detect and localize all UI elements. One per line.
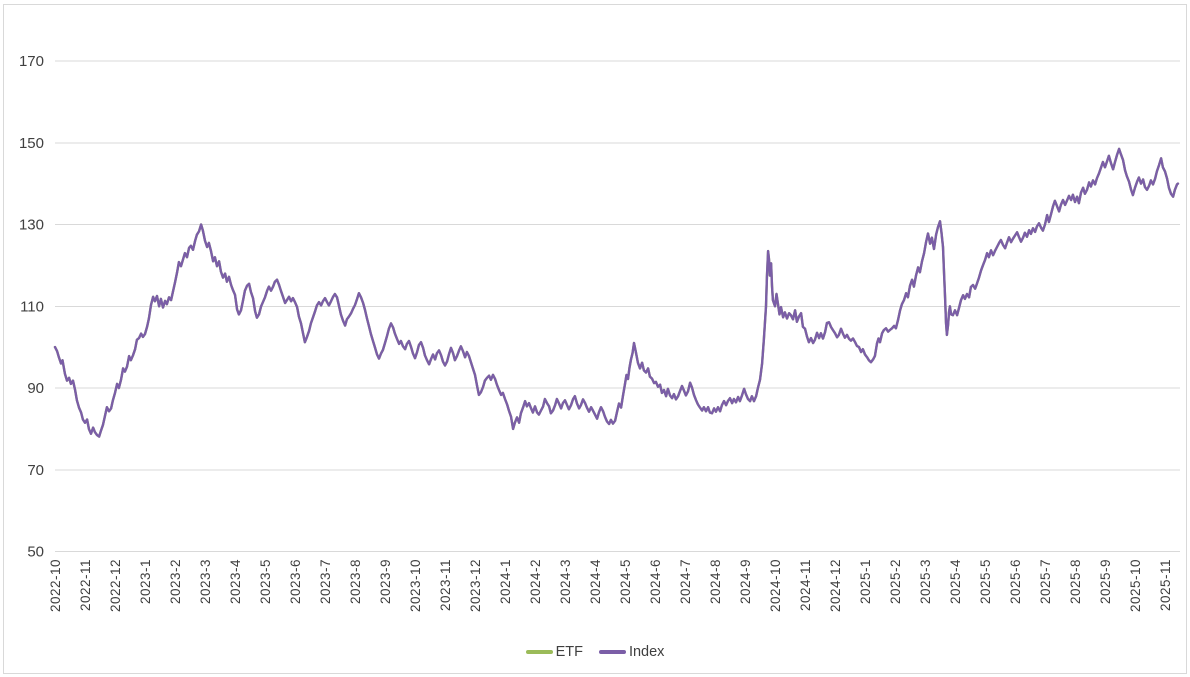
chart-area-border [3, 4, 1187, 674]
x-axis-tick-label: 2025-7 [1038, 559, 1053, 604]
x-axis-tick-label: 2025-1 [858, 559, 873, 604]
y-axis-tick-label: 90 [27, 380, 44, 397]
x-axis-tick-labels: 2022-10 2022-11 2022-12 2023-1 2023-2 2023-3 2… [48, 559, 1173, 612]
x-axis-tick-label: 2023-8 [348, 559, 363, 604]
x-axis-tick-label: 2025-10 [1128, 559, 1143, 612]
x-axis-tick-label: 2024-1 [498, 559, 513, 604]
x-axis-tick-label: 2023-4 [228, 559, 243, 604]
series-lines [53, 147, 1180, 438]
legend-item-etf: ETF [525, 644, 583, 660]
x-axis-tick-label: 2024-8 [708, 559, 723, 604]
x-axis-tick-label: 2024-5 [618, 559, 633, 604]
x-axis-tick-label: 2024-12 [828, 559, 843, 612]
etf-line-series [53, 147, 1180, 438]
x-axis-tick-label: 2023-7 [318, 559, 333, 604]
x-axis-tick-label: 2024-2 [528, 559, 543, 604]
y-axis-tick-label: 130 [19, 217, 44, 234]
x-axis-tick-label: 2024-10 [768, 559, 783, 612]
index-legend-label: Index [628, 644, 665, 660]
x-axis-tick-label: 2025-8 [1068, 559, 1083, 604]
x-axis-tick-label: 2023-5 [258, 559, 273, 604]
x-axis-tick-label: 2025-5 [978, 559, 993, 604]
x-axis-tick-label: 2025-11 [1158, 559, 1173, 611]
x-axis-tick-label: 2023-9 [378, 559, 393, 604]
x-axis-tick-label: 2023-3 [198, 559, 213, 604]
y-axis-tick-label: 70 [27, 462, 44, 479]
y-axis-tick-label: 170 [19, 53, 44, 70]
x-axis-tick-label: 2025-3 [918, 559, 933, 604]
x-axis-tick-label: 2024-11 [798, 559, 813, 611]
x-axis-tick-label: 2023-6 [288, 559, 303, 604]
x-axis-tick-label: 2025-2 [888, 559, 903, 604]
x-axis-tick-label: 2023-11 [438, 559, 453, 611]
x-axis-tick-label: 2025-4 [948, 559, 963, 604]
y-axis-tick-label: 150 [19, 135, 44, 152]
y-axis-tick-label: 50 [27, 544, 44, 561]
x-axis-tick-label: 2024-9 [738, 559, 753, 604]
x-axis-tick-label: 2024-7 [678, 559, 693, 604]
x-axis-tick-label: 2025-6 [1008, 559, 1023, 604]
etf-legend-line-swatch [525, 650, 553, 654]
y-axis-tick-label: 110 [20, 298, 44, 315]
gridlines [55, 60, 1180, 552]
x-axis-tick-label: 2023-1 [138, 559, 153, 604]
x-axis-tick-label: 2022-10 [48, 559, 63, 612]
x-axis-tick-label: 2025-9 [1098, 559, 1113, 604]
x-axis-tick-label: 2024-4 [588, 559, 603, 604]
y-axis-tick-labels: 170 150 130 110 90 70 50 [19, 53, 44, 561]
x-axis-tick-label: 2023-12 [468, 559, 483, 612]
x-axis-tick-label: 2023-10 [408, 559, 423, 612]
chart-legend: ETF Index [0, 644, 1190, 660]
index-line-series [53, 147, 1180, 438]
etf-legend-label: ETF [555, 644, 583, 660]
x-axis-tick-label: 2023-2 [168, 559, 183, 604]
x-axis-tick-label: 2022-11 [78, 559, 93, 611]
legend-item-index: Index [598, 644, 665, 660]
x-axis-tick-label: 2024-3 [558, 559, 573, 604]
x-axis-tick-label: 2024-6 [648, 559, 663, 604]
x-axis-tick-label: 2022-12 [108, 559, 123, 612]
index-legend-line-swatch [598, 650, 626, 654]
